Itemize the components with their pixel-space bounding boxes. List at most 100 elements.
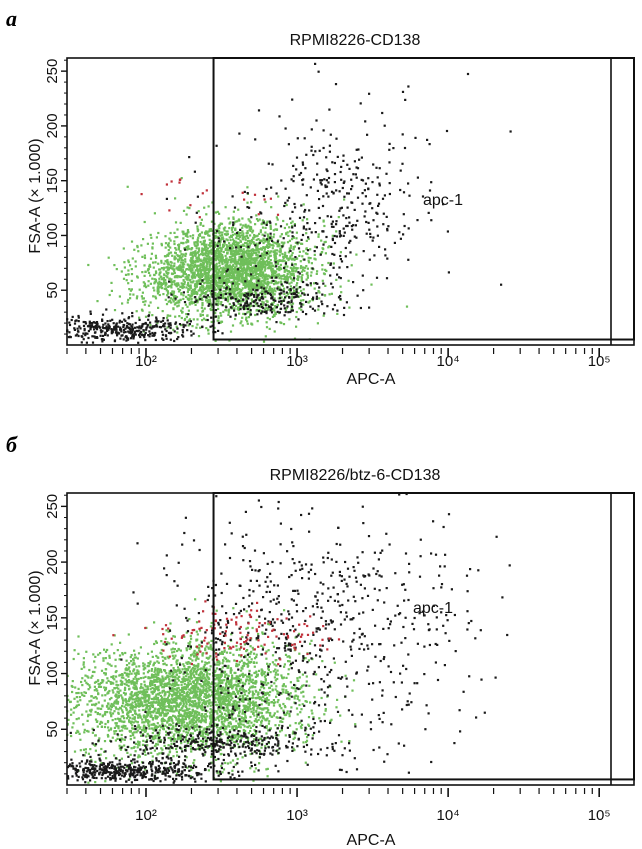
data-point bbox=[246, 230, 249, 233]
data-point bbox=[231, 280, 234, 283]
data-point bbox=[276, 287, 279, 290]
data-point bbox=[242, 232, 245, 235]
data-point bbox=[225, 244, 228, 247]
data-point bbox=[368, 306, 371, 309]
data-point bbox=[364, 210, 367, 213]
data-point bbox=[110, 281, 113, 284]
data-point bbox=[340, 291, 343, 294]
data-point bbox=[222, 689, 225, 692]
data-point bbox=[175, 282, 179, 285]
data-point bbox=[76, 333, 79, 336]
data-point bbox=[264, 256, 267, 259]
data-point bbox=[173, 231, 176, 234]
data-point bbox=[236, 676, 239, 679]
data-point bbox=[290, 299, 293, 302]
data-point bbox=[313, 257, 316, 260]
data-point bbox=[147, 734, 150, 737]
data-point bbox=[170, 674, 173, 677]
data-point bbox=[195, 247, 198, 250]
data-point bbox=[188, 717, 191, 720]
data-point bbox=[249, 249, 252, 252]
data-point bbox=[309, 701, 312, 704]
data-point bbox=[199, 272, 202, 275]
data-point bbox=[138, 332, 142, 335]
data-point bbox=[340, 165, 343, 168]
data-point bbox=[198, 296, 201, 299]
data-point bbox=[307, 256, 310, 259]
data-point bbox=[216, 295, 219, 298]
data-point bbox=[230, 681, 233, 684]
data-point bbox=[176, 235, 179, 239]
data-point bbox=[141, 691, 144, 694]
data-point bbox=[227, 292, 230, 295]
data-point bbox=[240, 320, 243, 323]
data-point bbox=[207, 274, 210, 278]
data-point bbox=[227, 270, 230, 273]
data-point bbox=[317, 206, 320, 209]
data-point bbox=[158, 286, 161, 289]
data-point bbox=[270, 311, 274, 314]
data-point bbox=[170, 293, 173, 296]
data-point bbox=[236, 220, 239, 223]
data-point bbox=[160, 281, 163, 285]
data-point bbox=[197, 335, 201, 338]
data-point bbox=[242, 292, 245, 295]
data-point bbox=[386, 227, 389, 231]
data-point bbox=[301, 684, 304, 687]
data-point bbox=[148, 335, 151, 338]
data-point bbox=[204, 281, 207, 284]
data-point bbox=[211, 289, 214, 293]
data-point bbox=[85, 681, 88, 684]
data-point bbox=[217, 237, 220, 240]
data-point bbox=[96, 322, 99, 325]
data-point bbox=[235, 282, 238, 286]
data-point bbox=[222, 250, 225, 254]
data-point bbox=[173, 283, 176, 286]
data-point bbox=[167, 252, 170, 255]
data-point bbox=[214, 293, 217, 296]
data-point bbox=[239, 293, 242, 296]
data-point bbox=[100, 707, 103, 710]
data-point bbox=[162, 279, 166, 282]
data-point bbox=[303, 137, 306, 140]
data-point bbox=[256, 249, 259, 252]
data-point bbox=[259, 211, 262, 214]
data-point bbox=[184, 735, 187, 738]
data-point bbox=[233, 275, 236, 278]
data-point bbox=[267, 240, 271, 243]
data-point bbox=[278, 244, 281, 247]
data-point bbox=[280, 277, 283, 280]
data-point bbox=[242, 255, 245, 258]
data-point bbox=[265, 726, 268, 730]
data-point bbox=[206, 694, 209, 697]
data-point bbox=[165, 266, 168, 269]
data-point bbox=[208, 238, 211, 241]
data-point bbox=[276, 240, 279, 243]
data-point bbox=[152, 261, 155, 264]
data-point bbox=[231, 674, 234, 677]
data-point bbox=[254, 257, 257, 260]
data-point bbox=[196, 269, 199, 272]
data-point bbox=[339, 277, 342, 280]
data-point bbox=[82, 320, 85, 324]
data-point bbox=[135, 329, 138, 332]
data-point bbox=[282, 299, 285, 302]
data-point bbox=[145, 326, 148, 329]
data-point bbox=[70, 708, 73, 711]
data-point bbox=[271, 239, 274, 242]
data-point bbox=[203, 258, 206, 261]
data-point bbox=[166, 268, 169, 271]
data-point bbox=[292, 265, 295, 268]
data-point bbox=[248, 307, 251, 310]
data-point bbox=[309, 274, 313, 277]
data-point bbox=[218, 232, 221, 235]
data-point bbox=[217, 225, 220, 228]
data-point bbox=[231, 282, 234, 285]
data-point bbox=[218, 276, 221, 280]
data-point bbox=[191, 325, 194, 328]
data-point bbox=[288, 302, 291, 305]
data-point bbox=[340, 206, 343, 209]
data-point bbox=[239, 258, 242, 261]
data-point bbox=[300, 303, 303, 306]
data-point bbox=[250, 249, 253, 252]
